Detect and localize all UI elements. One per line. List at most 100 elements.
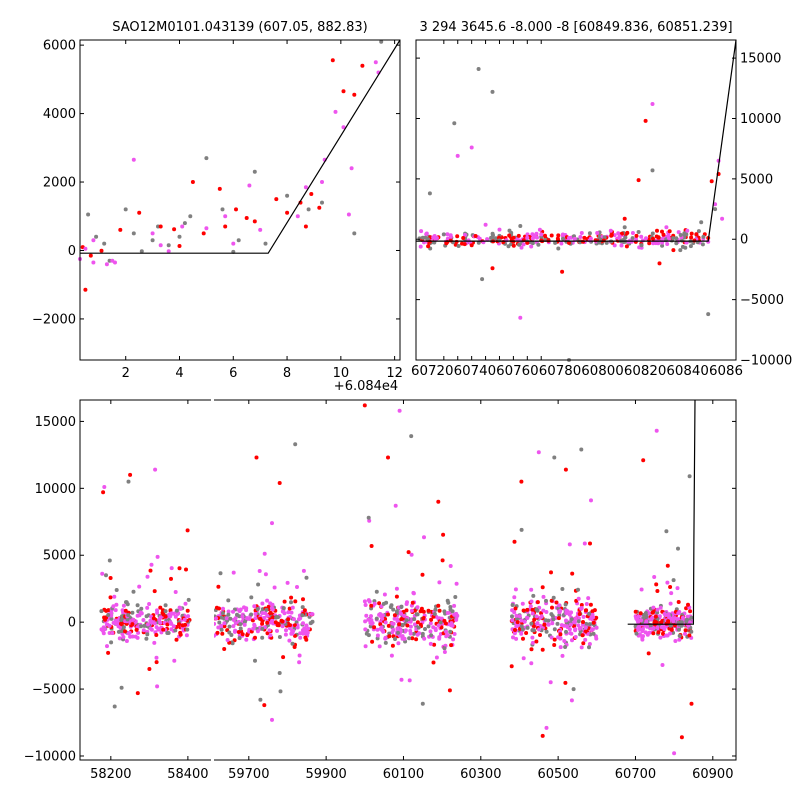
lower-point-gray bbox=[165, 631, 170, 635]
ur-point-gray bbox=[650, 168, 655, 173]
lower-point-magenta bbox=[268, 601, 273, 606]
lower-point-red bbox=[439, 625, 444, 630]
lower-point-gray bbox=[130, 610, 135, 615]
lower-point-red bbox=[245, 633, 250, 638]
ur-point-magenta bbox=[676, 230, 681, 235]
lower-point-magenta bbox=[138, 610, 143, 615]
lower-point-gray bbox=[109, 616, 114, 621]
lower-point-magenta bbox=[214, 633, 216, 638]
lower-point-magenta bbox=[434, 655, 439, 660]
lower-point-magenta bbox=[676, 611, 681, 616]
lower-point-magenta bbox=[301, 621, 305, 626]
lower-point-gray bbox=[576, 587, 580, 592]
lower-point-magenta bbox=[265, 613, 270, 618]
lower-point-red bbox=[552, 637, 557, 642]
lower-point-magenta bbox=[131, 617, 136, 622]
ul-point-magenta bbox=[131, 157, 136, 162]
lower-ytick-label: 10000 bbox=[35, 482, 76, 497]
ul-point-magenta bbox=[150, 231, 155, 236]
lower-point-gray bbox=[249, 595, 254, 600]
lower-point-gray bbox=[551, 617, 556, 622]
lower-point-magenta bbox=[257, 569, 262, 573]
lower-right-panel bbox=[214, 400, 696, 756]
lower-point-magenta bbox=[155, 608, 159, 613]
lower-point-red bbox=[254, 455, 259, 460]
ur-point-red bbox=[516, 233, 521, 238]
lower-point-magenta bbox=[576, 623, 581, 628]
lower-point-magenta bbox=[137, 584, 142, 589]
lower-point-magenta bbox=[231, 624, 236, 629]
lower-point-magenta bbox=[395, 617, 400, 622]
ur-point-gray bbox=[636, 230, 641, 234]
lower-point-magenta bbox=[668, 631, 673, 636]
lower-point-red bbox=[215, 630, 220, 635]
lower-point-red bbox=[440, 558, 445, 563]
lower-point-red bbox=[570, 571, 575, 576]
lower-point-red bbox=[378, 622, 383, 627]
lower-point-red bbox=[386, 623, 391, 628]
ul-point-red bbox=[303, 224, 308, 229]
lower-point-gray bbox=[394, 609, 399, 614]
lower-point-gray bbox=[399, 604, 404, 609]
ur-point-magenta bbox=[644, 236, 648, 241]
lower-point-gray bbox=[290, 641, 295, 646]
lower-point-gray bbox=[543, 618, 548, 623]
lower-point-magenta bbox=[583, 625, 588, 630]
lower-point-magenta bbox=[124, 639, 129, 643]
lower-point-red bbox=[169, 576, 173, 581]
lower-point-gray bbox=[219, 615, 224, 620]
lower-point-magenta bbox=[397, 408, 402, 413]
ur-point-magenta bbox=[665, 242, 670, 246]
lower-point-magenta bbox=[437, 580, 442, 585]
ul-point-magenta bbox=[258, 227, 263, 232]
lower-point-magenta bbox=[252, 604, 257, 609]
ur-point-red bbox=[661, 232, 666, 237]
lower-point-magenta bbox=[156, 627, 161, 632]
ur-point-red bbox=[469, 243, 474, 248]
lower-point-magenta bbox=[237, 609, 242, 614]
lower-point-red bbox=[265, 631, 270, 636]
lower-point-red bbox=[282, 599, 287, 604]
lower-point-magenta bbox=[675, 586, 680, 591]
lower-point-red bbox=[535, 600, 540, 605]
ur-point-red bbox=[657, 261, 662, 266]
ur-point-gray bbox=[602, 235, 607, 240]
lower-point-magenta bbox=[253, 612, 258, 616]
lower-point-magenta bbox=[519, 618, 524, 623]
ul-point-red bbox=[83, 287, 88, 292]
lower-point-red bbox=[653, 614, 658, 619]
lower-point-magenta bbox=[260, 611, 265, 616]
lower-point-gray bbox=[544, 598, 548, 603]
lower-point-red bbox=[668, 585, 673, 589]
lower-point-gray bbox=[145, 632, 150, 637]
lower-point-red bbox=[292, 645, 297, 649]
lower-point-red bbox=[666, 619, 671, 624]
lower-point-red bbox=[394, 594, 399, 599]
ur-point-gray bbox=[674, 236, 679, 241]
lower-point-magenta bbox=[114, 602, 119, 607]
lower-point-gray bbox=[676, 627, 681, 632]
lower-point-red bbox=[447, 688, 452, 693]
lower-point-magenta bbox=[141, 618, 146, 622]
lower-point-magenta bbox=[514, 636, 519, 641]
lower-right-frame bbox=[214, 399, 737, 761]
lower-point-red bbox=[554, 600, 559, 605]
lower-point-magenta bbox=[584, 602, 589, 606]
ur-point-red bbox=[609, 232, 614, 237]
lower-point-magenta bbox=[641, 634, 645, 639]
lower-point-magenta bbox=[569, 631, 574, 636]
lower-point-gray bbox=[114, 588, 119, 592]
ul-point-magenta bbox=[295, 214, 300, 219]
lower-point-magenta bbox=[378, 626, 383, 631]
lower-point-red bbox=[591, 620, 596, 625]
lower-point-red bbox=[271, 615, 275, 620]
lower-point-magenta bbox=[657, 614, 662, 619]
lower-point-magenta bbox=[383, 620, 388, 625]
lower-point-magenta bbox=[231, 570, 236, 575]
upper-right-plot: 3 294 3645.6 -8.000 -8 [60849.836, 60851… bbox=[334, 20, 792, 394]
lower-xtick-label: 60500 bbox=[537, 767, 578, 782]
ur-point-magenta bbox=[469, 145, 474, 150]
lower-point-red bbox=[119, 621, 123, 626]
ul-point-gray bbox=[252, 169, 257, 174]
lower-point-magenta bbox=[219, 623, 224, 628]
